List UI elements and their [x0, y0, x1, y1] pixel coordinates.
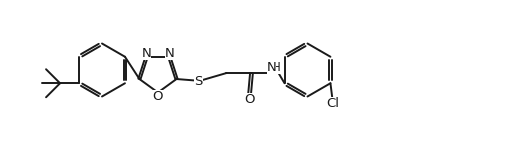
Text: Cl: Cl [326, 97, 339, 110]
Text: S: S [194, 75, 203, 87]
Text: O: O [244, 93, 255, 106]
Text: N: N [165, 47, 174, 60]
Text: H: H [272, 60, 281, 74]
Text: N: N [267, 60, 277, 74]
Text: O: O [153, 90, 163, 103]
Text: N: N [142, 47, 151, 60]
